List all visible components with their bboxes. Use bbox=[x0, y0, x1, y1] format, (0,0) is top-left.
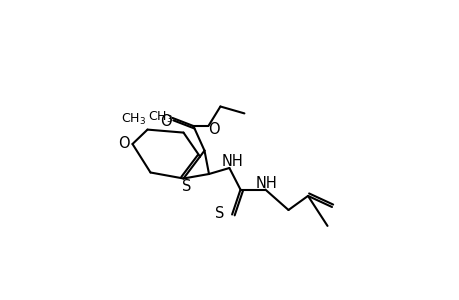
Text: CH$_3$: CH$_3$ bbox=[121, 112, 146, 127]
Text: O: O bbox=[208, 122, 220, 137]
Text: O: O bbox=[160, 114, 172, 129]
Text: CH$_3$: CH$_3$ bbox=[148, 110, 173, 125]
Text: S: S bbox=[181, 179, 191, 194]
Text: S: S bbox=[215, 206, 224, 220]
Text: NH: NH bbox=[221, 154, 243, 169]
Text: NH: NH bbox=[256, 176, 277, 190]
Text: O: O bbox=[118, 136, 129, 152]
